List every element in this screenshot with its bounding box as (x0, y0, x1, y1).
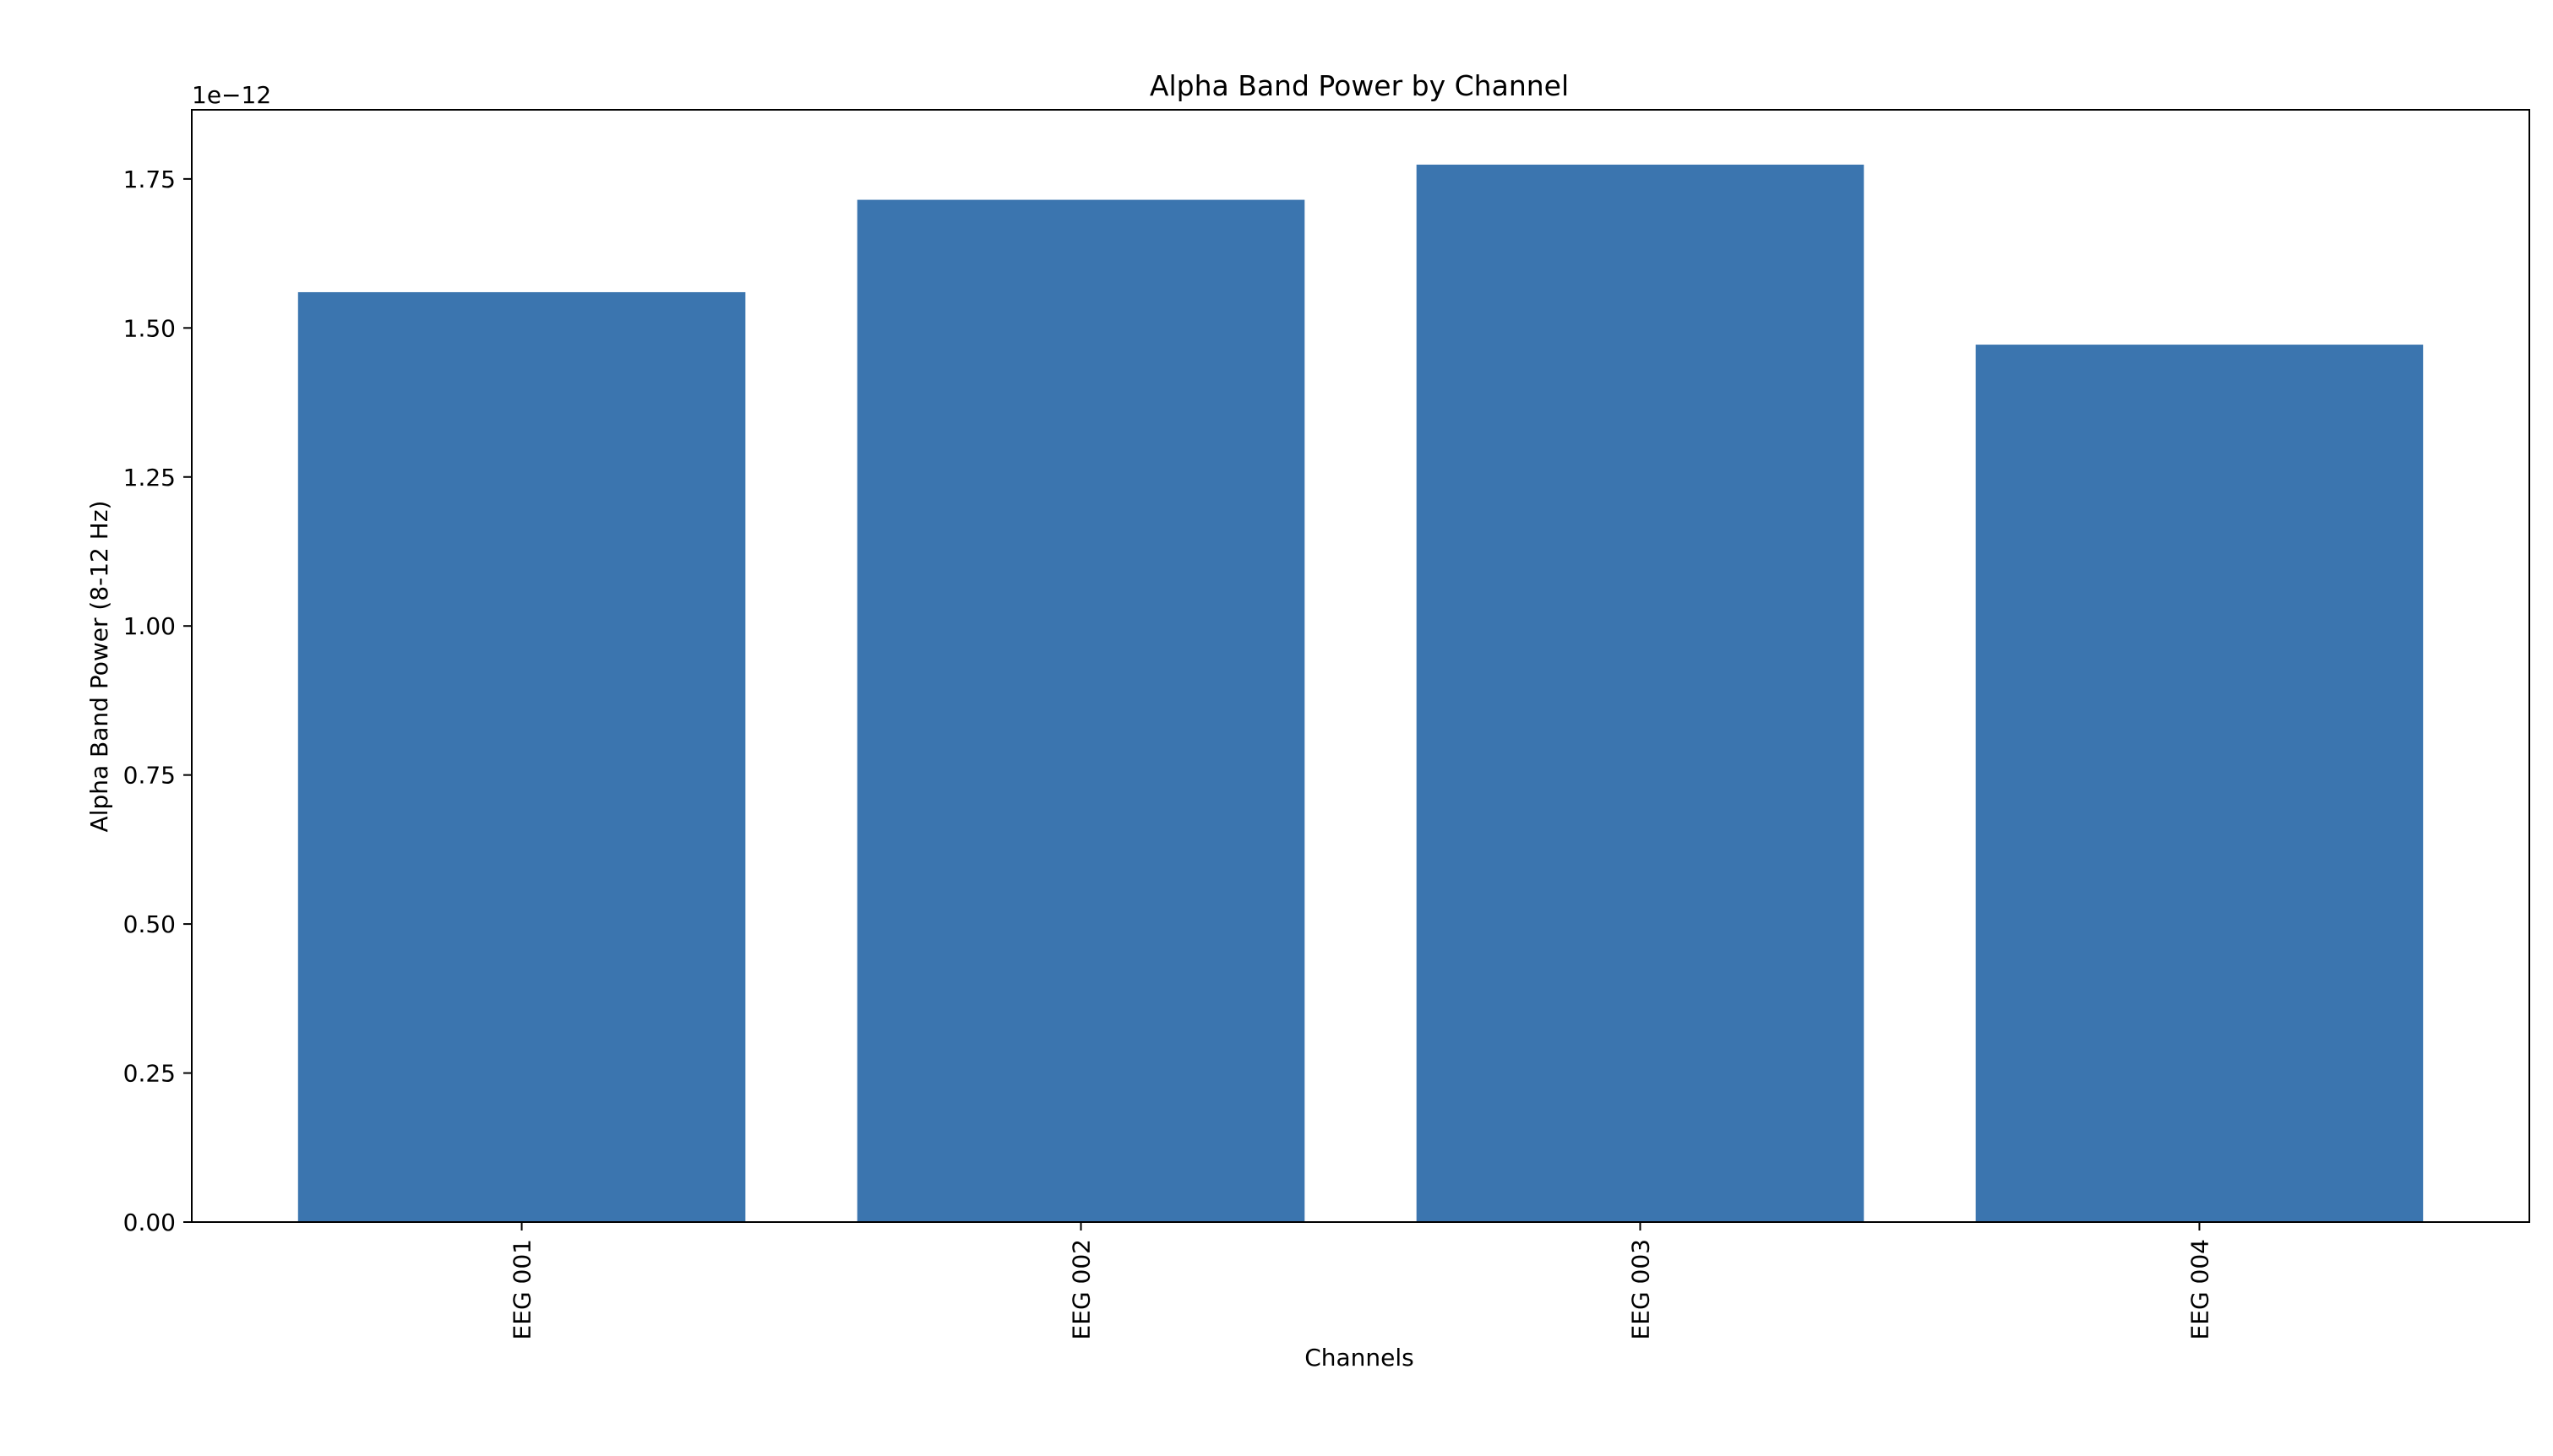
x-tick-label: EEG 004 (2186, 1239, 2213, 1339)
y-axis-offset-label: 1e−12 (192, 81, 271, 109)
y-axis-ticks: 0.00 0.25 0.50 0.75 1.00 1.25 1.50 1.75 (123, 166, 192, 1236)
y-tick-label: 0.25 (123, 1060, 176, 1088)
x-tick-label: EEG 001 (509, 1239, 536, 1339)
x-tick-label: EEG 002 (1068, 1239, 1096, 1339)
bar-eeg-001 (297, 291, 746, 1222)
bar-eeg-002 (857, 199, 1305, 1222)
y-tick-label: 1.75 (123, 166, 176, 193)
plot-frame (191, 109, 2530, 1223)
y-tick-label: 1.00 (123, 612, 176, 640)
x-axis-label: Channels (1304, 1344, 1414, 1372)
y-tick-label: 0.50 (123, 910, 176, 938)
y-tick-label: 1.25 (123, 464, 176, 492)
bars-layer (297, 164, 2424, 1223)
y-axis-label: Alpha Band Power (8-12 Hz) (85, 501, 113, 833)
bar-eeg-003 (1416, 164, 1864, 1222)
y-tick-label: 1.50 (123, 314, 176, 342)
chart-title: Alpha Band Power by Channel (1150, 69, 1569, 102)
y-tick-label: 0.00 (123, 1209, 176, 1236)
x-axis-ticks: EEG 001 EEG 002 EEG 003 EEG 004 (509, 1222, 2213, 1339)
x-tick-label: EEG 003 (1626, 1239, 1654, 1339)
y-tick-label: 0.75 (123, 762, 176, 790)
bar-eeg-004 (1975, 345, 2424, 1223)
